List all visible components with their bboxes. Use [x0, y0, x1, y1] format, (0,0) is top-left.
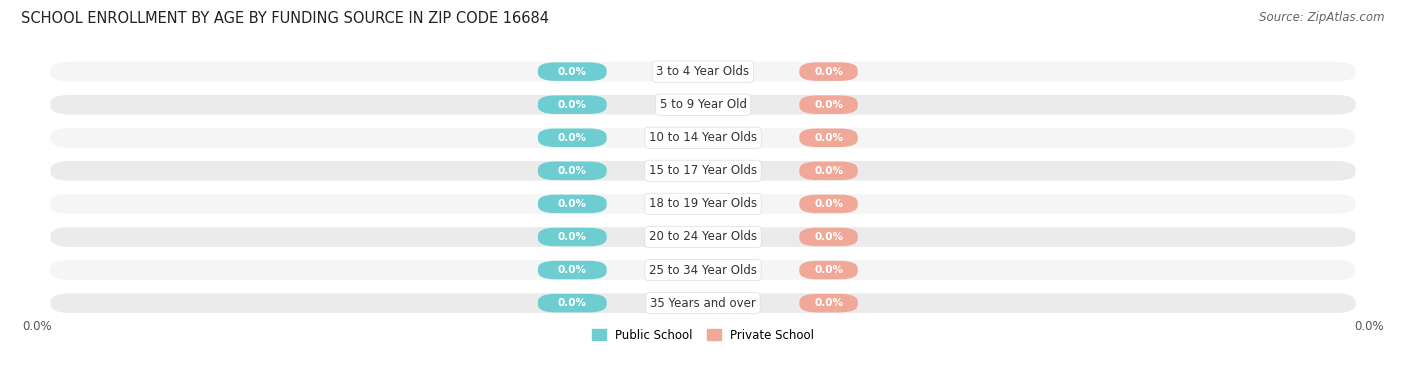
Text: 0.0%: 0.0%: [558, 166, 586, 176]
FancyBboxPatch shape: [800, 162, 858, 180]
Text: 0.0%: 0.0%: [814, 298, 844, 308]
FancyBboxPatch shape: [538, 95, 606, 114]
Text: 0.0%: 0.0%: [814, 199, 844, 209]
FancyBboxPatch shape: [800, 294, 858, 313]
Text: SCHOOL ENROLLMENT BY AGE BY FUNDING SOURCE IN ZIP CODE 16684: SCHOOL ENROLLMENT BY AGE BY FUNDING SOUR…: [21, 11, 550, 26]
Text: 0.0%: 0.0%: [814, 265, 844, 275]
FancyBboxPatch shape: [538, 261, 606, 279]
Text: 0.0%: 0.0%: [558, 67, 586, 77]
Text: 10 to 14 Year Olds: 10 to 14 Year Olds: [650, 131, 756, 144]
Text: 0.0%: 0.0%: [558, 265, 586, 275]
Text: 3 to 4 Year Olds: 3 to 4 Year Olds: [657, 65, 749, 78]
FancyBboxPatch shape: [538, 294, 606, 313]
Text: 5 to 9 Year Old: 5 to 9 Year Old: [659, 98, 747, 111]
FancyBboxPatch shape: [49, 193, 1357, 215]
FancyBboxPatch shape: [538, 228, 606, 246]
Text: 0.0%: 0.0%: [1354, 320, 1384, 333]
FancyBboxPatch shape: [538, 195, 606, 213]
FancyBboxPatch shape: [538, 129, 606, 147]
FancyBboxPatch shape: [49, 61, 1357, 83]
FancyBboxPatch shape: [800, 129, 858, 147]
Text: 25 to 34 Year Olds: 25 to 34 Year Olds: [650, 264, 756, 277]
Text: 20 to 24 Year Olds: 20 to 24 Year Olds: [650, 230, 756, 244]
FancyBboxPatch shape: [49, 259, 1357, 281]
Text: 0.0%: 0.0%: [558, 199, 586, 209]
FancyBboxPatch shape: [49, 127, 1357, 149]
Text: 0.0%: 0.0%: [814, 133, 844, 143]
Text: 0.0%: 0.0%: [814, 166, 844, 176]
Text: 0.0%: 0.0%: [558, 298, 586, 308]
FancyBboxPatch shape: [49, 94, 1357, 116]
Text: 0.0%: 0.0%: [814, 232, 844, 242]
FancyBboxPatch shape: [800, 228, 858, 246]
Text: Source: ZipAtlas.com: Source: ZipAtlas.com: [1260, 11, 1385, 24]
FancyBboxPatch shape: [49, 160, 1357, 182]
Text: 15 to 17 Year Olds: 15 to 17 Year Olds: [650, 164, 756, 177]
FancyBboxPatch shape: [49, 226, 1357, 248]
Text: 0.0%: 0.0%: [558, 133, 586, 143]
FancyBboxPatch shape: [538, 162, 606, 180]
Text: 18 to 19 Year Olds: 18 to 19 Year Olds: [650, 198, 756, 210]
FancyBboxPatch shape: [538, 62, 606, 81]
FancyBboxPatch shape: [800, 62, 858, 81]
Text: 35 Years and over: 35 Years and over: [650, 297, 756, 310]
Text: 0.0%: 0.0%: [22, 320, 52, 333]
FancyBboxPatch shape: [49, 292, 1357, 314]
FancyBboxPatch shape: [800, 261, 858, 279]
Text: 0.0%: 0.0%: [558, 100, 586, 110]
Text: 0.0%: 0.0%: [558, 232, 586, 242]
Text: 0.0%: 0.0%: [814, 67, 844, 77]
Text: 0.0%: 0.0%: [814, 100, 844, 110]
Legend: Public School, Private School: Public School, Private School: [586, 324, 820, 346]
FancyBboxPatch shape: [800, 95, 858, 114]
FancyBboxPatch shape: [800, 195, 858, 213]
